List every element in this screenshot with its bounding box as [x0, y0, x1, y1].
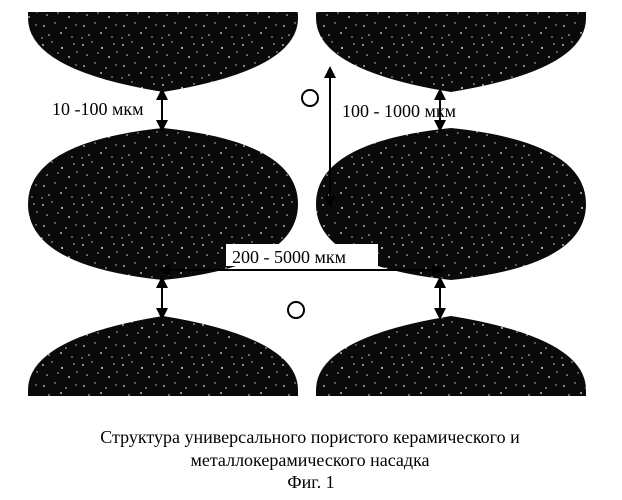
figure-stage: 10 -100 мкм 100 - 1000 мкм 200 - 5000 мк… [0, 0, 622, 500]
pore-circle-top [302, 90, 318, 106]
figure-number: Фиг. 1 [0, 472, 622, 493]
lobe-bot-right [316, 316, 586, 396]
width-dimension-label: 200 - 5000 мкм [232, 248, 346, 268]
pore-circle-bottom [288, 302, 304, 318]
gap-dimension-label: 10 -100 мкм [52, 100, 144, 120]
figure-caption: Структура универсального пористого керам… [50, 426, 570, 471]
lobe-bot-left [28, 316, 298, 396]
height-dimension-label: 100 - 1000 мкм [342, 102, 456, 122]
structure-diagram [0, 0, 622, 420]
lobe-top-right [316, 12, 586, 92]
lobe-top-left [28, 12, 298, 92]
